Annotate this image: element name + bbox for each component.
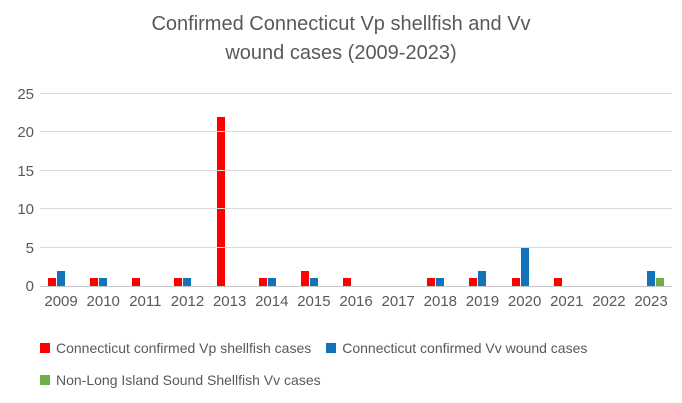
bar-2019-connecticut-confirmed-vp-shellfish-cases xyxy=(469,278,478,286)
category-2014 xyxy=(251,95,293,286)
bars-layer xyxy=(40,95,672,286)
x-tick-label-2014: 2014 xyxy=(255,293,289,310)
x-tick-label-2021: 2021 xyxy=(550,293,584,310)
bar-2010-connecticut-confirmed-vp-shellfish-cases xyxy=(90,278,99,286)
bar-2018-connecticut-confirmed-vp-shellfish-cases xyxy=(427,278,436,286)
x-tick-label-2018: 2018 xyxy=(423,293,458,310)
x-tick-label-2011: 2011 xyxy=(129,293,162,310)
x-tick-label-2013: 2013 xyxy=(212,293,247,310)
chart-title: Confirmed Connecticut Vp shellfish and V… xyxy=(111,10,571,68)
bar-2014-connecticut-confirmed-vv-wound-cases xyxy=(267,278,276,286)
legend-item-2: Non-Long Island Sound Shellfish Vv cases xyxy=(40,372,321,388)
category-2018 xyxy=(419,95,461,286)
gridline-20 xyxy=(40,131,672,132)
category-2015 xyxy=(293,95,335,286)
bar-2021-connecticut-confirmed-vp-shellfish-cases xyxy=(553,278,562,286)
bar-2015-connecticut-confirmed-vp-shellfish-cases xyxy=(300,271,309,286)
gridline-25 xyxy=(40,93,672,94)
x-tick-label-2023: 2023 xyxy=(634,293,668,310)
category-2016 xyxy=(335,95,377,286)
x-tick-label-2010: 2010 xyxy=(86,293,120,310)
bar-2020-connecticut-confirmed-vp-shellfish-cases xyxy=(511,278,520,286)
gridline-15 xyxy=(40,170,672,171)
bar-2012-connecticut-confirmed-vp-shellfish-cases xyxy=(174,278,183,286)
x-tick-label-2019: 2019 xyxy=(465,293,500,310)
bar-2016-connecticut-confirmed-vp-shellfish-cases xyxy=(343,278,352,286)
category-2009 xyxy=(40,95,82,286)
chart-title-line1: Confirmed Connecticut Vp shellfish and V… xyxy=(151,13,531,35)
bar-2010-connecticut-confirmed-vv-wound-cases xyxy=(99,278,108,286)
plot-area xyxy=(40,93,672,287)
legend-label: Connecticut confirmed Vv wound cases xyxy=(342,340,588,356)
category-2021 xyxy=(546,95,588,286)
y-tick-label-20: 20 xyxy=(17,124,34,141)
bar-2009-connecticut-confirmed-vv-wound-cases xyxy=(57,271,66,286)
y-tick-label-0: 0 xyxy=(25,278,34,295)
category-2011 xyxy=(124,95,166,286)
category-2010 xyxy=(82,95,124,286)
x-tick-label-2015: 2015 xyxy=(297,293,331,310)
y-tick-label-5: 5 xyxy=(25,240,34,257)
legend-row-2: Non-Long Island Sound Shellfish Vv cases xyxy=(40,372,660,388)
y-tick-label-10: 10 xyxy=(17,201,34,218)
x-tick-label-2009: 2009 xyxy=(44,293,78,310)
category-2022 xyxy=(588,95,630,286)
legend-row-1: Connecticut confirmed Vp shellfish cases… xyxy=(40,340,660,356)
gridline-10 xyxy=(40,208,672,209)
y-tick-label-15: 15 xyxy=(17,163,34,180)
legend-item-1: Connecticut confirmed Vv wound cases xyxy=(326,340,587,356)
gridline-5 xyxy=(40,247,672,248)
category-2012 xyxy=(166,95,208,286)
x-axis: 2009 2010 2011 2012 2013 2014 2015 2016 2017 2018… xyxy=(40,293,672,310)
x-tick-label-2022: 2022 xyxy=(592,293,626,310)
bar-2012-connecticut-confirmed-vv-wound-cases xyxy=(183,278,192,286)
legend-swatch-icon xyxy=(40,343,50,353)
bar-2013-connecticut-confirmed-vp-shellfish-cases xyxy=(216,117,225,286)
bar-2018-connecticut-confirmed-vv-wound-cases xyxy=(436,278,445,286)
category-2017 xyxy=(377,95,419,286)
y-axis: 0 5 10 15 20 25 xyxy=(8,86,34,295)
x-tick-label-2020: 2020 xyxy=(507,293,542,310)
bar-2019-connecticut-confirmed-vv-wound-cases xyxy=(478,271,487,286)
x-tick-label-2012: 2012 xyxy=(170,293,205,310)
legend-swatch-icon xyxy=(40,375,50,385)
bar-2011-connecticut-confirmed-vp-shellfish-cases xyxy=(132,278,141,286)
category-2023 xyxy=(630,95,672,286)
category-2019 xyxy=(461,95,503,286)
chart-title-line2: wound cases (2009-2023) xyxy=(225,42,457,64)
bar-2020-connecticut-confirmed-vv-wound-cases xyxy=(520,248,529,286)
legend-item-0: Connecticut confirmed Vp shellfish cases xyxy=(40,340,311,356)
bar-2014-connecticut-confirmed-vp-shellfish-cases xyxy=(258,278,267,286)
legend-swatch-icon xyxy=(326,343,337,353)
bar-2009-connecticut-confirmed-vp-shellfish-cases xyxy=(48,278,57,286)
category-2020 xyxy=(504,95,546,286)
x-tick-label-2017: 2017 xyxy=(381,293,415,310)
legend-label: Non-Long Island Sound Shellfish Vv cases xyxy=(56,372,321,388)
bar-2015-connecticut-confirmed-vv-wound-cases xyxy=(309,278,318,286)
legend-label: Connecticut confirmed Vp shellfish cases xyxy=(56,340,312,356)
category-2013 xyxy=(209,95,251,286)
y-tick-label-25: 25 xyxy=(17,86,34,103)
bar-2023-connecticut-confirmed-vv-wound-cases xyxy=(647,271,656,286)
x-tick-label-2016: 2016 xyxy=(339,293,373,310)
bar-2023-non-long-island-sound-shellfish-vv-cases xyxy=(656,278,665,286)
